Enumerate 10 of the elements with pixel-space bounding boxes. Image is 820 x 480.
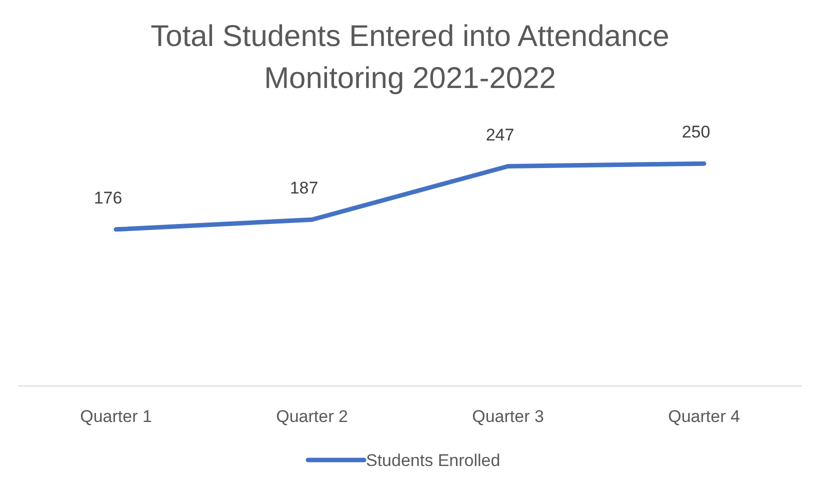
x-tick-label: Quarter 3 xyxy=(472,407,544,426)
x-tick-label: Quarter 4 xyxy=(668,407,740,426)
data-label: 247 xyxy=(486,125,514,144)
data-label: 176 xyxy=(94,188,122,208)
chart-title: Total Students Entered into Attendance Monitoring 2021-2022 xyxy=(150,20,670,95)
legend-label: Students Enrolled xyxy=(366,451,500,470)
data-label: 187 xyxy=(290,178,318,198)
x-tick-label: Quarter 1 xyxy=(80,407,152,426)
data-label: 250 xyxy=(682,122,710,142)
x-tick-label: Quarter 2 xyxy=(276,407,348,426)
